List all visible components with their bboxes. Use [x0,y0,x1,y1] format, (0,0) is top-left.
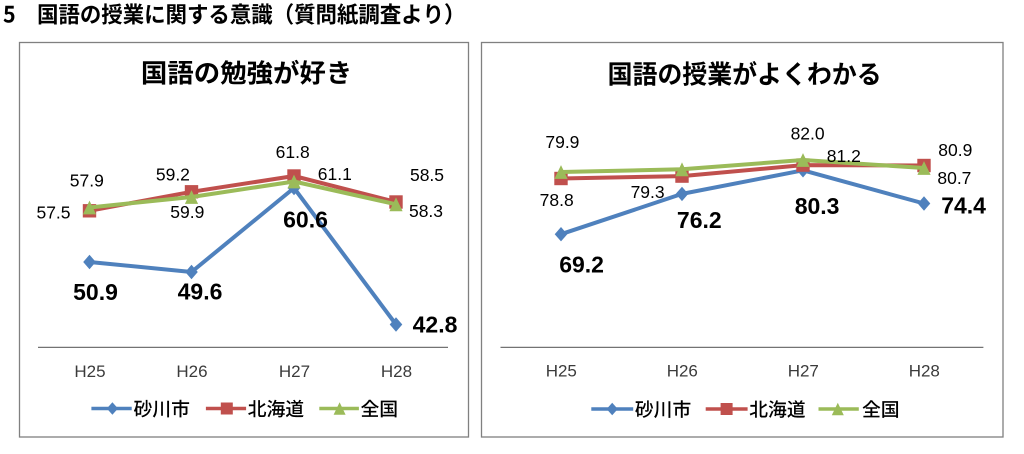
svg-text:H26: H26 [667,362,698,381]
svg-text:80.9: 80.9 [938,140,972,160]
svg-text:61.8: 61.8 [276,142,310,162]
svg-text:80.7: 80.7 [937,168,971,188]
svg-text:59.9: 59.9 [170,202,204,222]
svg-text:H27: H27 [279,362,310,381]
svg-text:H28: H28 [909,362,940,381]
svg-text:81.2: 81.2 [827,146,861,166]
svg-text:H28: H28 [381,362,412,381]
svg-text:H25: H25 [546,362,577,381]
svg-text:60.6: 60.6 [283,207,328,233]
svg-text:78.8: 78.8 [540,190,574,210]
svg-text:74.4: 74.4 [941,193,986,219]
svg-text:82.0: 82.0 [791,124,825,144]
svg-text:49.6: 49.6 [178,279,223,305]
svg-text:42.8: 42.8 [413,312,458,338]
svg-text:50.9: 50.9 [73,279,118,305]
svg-text:H25: H25 [74,362,105,381]
svg-text:57.9: 57.9 [70,171,104,191]
svg-text:H27: H27 [788,362,819,381]
svg-text:76.2: 76.2 [677,207,722,233]
svg-text:57.5: 57.5 [36,203,70,223]
svg-text:80.3: 80.3 [795,193,840,219]
svg-text:H26: H26 [176,362,207,381]
svg-text:58.3: 58.3 [409,201,443,221]
svg-text:58.5: 58.5 [410,165,444,185]
svg-text:61.1: 61.1 [318,164,352,184]
svg-text:59.2: 59.2 [156,165,190,185]
svg-text:79.9: 79.9 [545,132,579,152]
svg-text:69.2: 69.2 [559,251,604,277]
svg-text:79.3: 79.3 [631,182,665,202]
